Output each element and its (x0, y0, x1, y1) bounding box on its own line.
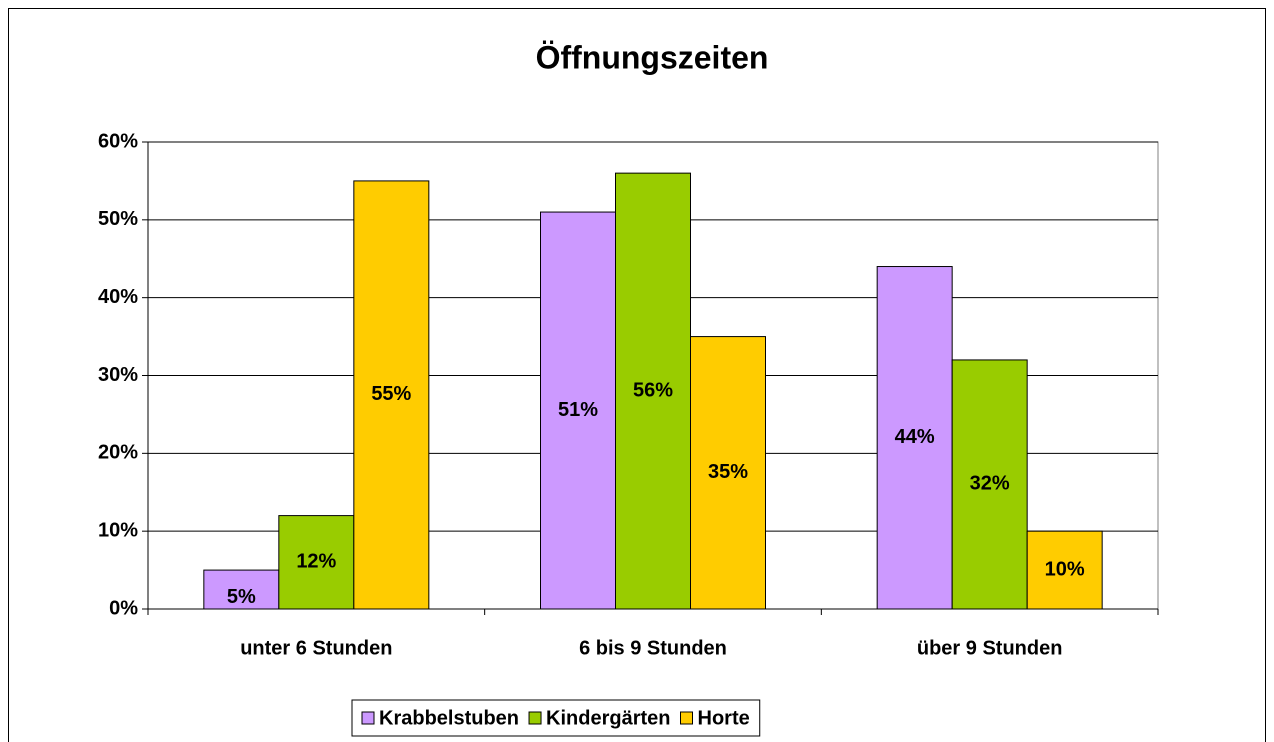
bar (951, 359, 1028, 610)
y-tick-label: 10% (98, 519, 138, 541)
bar (876, 266, 953, 610)
y-tick-label: 40% (98, 286, 138, 308)
legend-label: Horte (698, 707, 750, 729)
legend-label: Krabbelstuben (379, 707, 519, 729)
bar (690, 336, 766, 610)
value-label: 32% (970, 473, 1010, 495)
legend-marker (528, 711, 542, 725)
x-tick-label: unter 6 Stunden (240, 637, 392, 659)
value-label: 51% (558, 399, 598, 421)
bar (203, 569, 280, 610)
chart-title: Öffnungszeiten (536, 39, 769, 75)
y-tick-label: 60% (98, 130, 138, 152)
value-label: 5% (227, 586, 256, 608)
value-label: 55% (371, 383, 411, 405)
bar (615, 172, 691, 610)
value-label: 44% (895, 426, 935, 448)
legend-label: Kindergärten (546, 707, 670, 729)
value-label: 12% (296, 551, 336, 573)
x-tick-label: 6 bis 9 Stunden (579, 637, 727, 659)
y-tick-label: 0% (109, 597, 138, 619)
y-tick-label: 30% (98, 364, 138, 386)
y-tick-label: 50% (98, 208, 138, 230)
bar (1026, 530, 1103, 610)
legend-marker (361, 711, 375, 725)
bar (353, 180, 430, 610)
value-label: 56% (633, 379, 673, 401)
value-label: 35% (708, 461, 748, 483)
legend-marker (680, 711, 693, 725)
y-tick-label: 20% (98, 442, 138, 464)
x-tick-label: über 9 Stunden (917, 637, 1063, 659)
bar (278, 515, 355, 610)
value-label: 10% (1045, 558, 1085, 580)
